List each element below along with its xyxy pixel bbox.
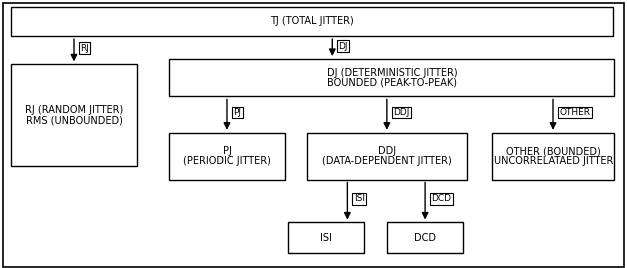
Text: RJ (RANDOM JITTER): RJ (RANDOM JITTER): [25, 105, 123, 115]
Text: ISI: ISI: [354, 194, 365, 203]
Text: OTHER: OTHER: [559, 108, 590, 117]
Bar: [169, 133, 285, 180]
Text: PJ: PJ: [233, 108, 241, 117]
Text: DCD: DCD: [431, 194, 451, 203]
Text: BOUNDED (PEAK-TO-PEAK): BOUNDED (PEAK-TO-PEAK): [327, 78, 457, 88]
Bar: [492, 133, 614, 180]
Bar: [11, 7, 613, 36]
Text: RJ: RJ: [80, 44, 89, 53]
Text: (PERIODIC JITTER): (PERIODIC JITTER): [183, 156, 271, 166]
Text: (DATA-DEPENDENT JITTER): (DATA-DEPENDENT JITTER): [322, 156, 452, 166]
Bar: [169, 59, 614, 96]
Text: DJ: DJ: [339, 42, 348, 51]
Text: DDJ: DDJ: [393, 108, 409, 117]
Bar: [387, 222, 463, 253]
Text: DJ (DETERMINISTIC JITTER): DJ (DETERMINISTIC JITTER): [327, 68, 457, 78]
Text: DDJ: DDJ: [378, 146, 396, 156]
Text: OTHER (BOUNDED): OTHER (BOUNDED): [506, 146, 601, 156]
Text: TJ (TOTAL JITTER): TJ (TOTAL JITTER): [270, 16, 354, 27]
Bar: [288, 222, 364, 253]
Text: DCD: DCD: [414, 233, 436, 243]
Text: ISI: ISI: [320, 233, 332, 243]
Text: PJ: PJ: [223, 146, 232, 156]
Bar: [307, 133, 467, 180]
Text: UNCORRELATAED JITTER: UNCORRELATAED JITTER: [493, 156, 613, 166]
Text: RMS (UNBOUNDED): RMS (UNBOUNDED): [26, 115, 122, 125]
Bar: [11, 64, 137, 166]
